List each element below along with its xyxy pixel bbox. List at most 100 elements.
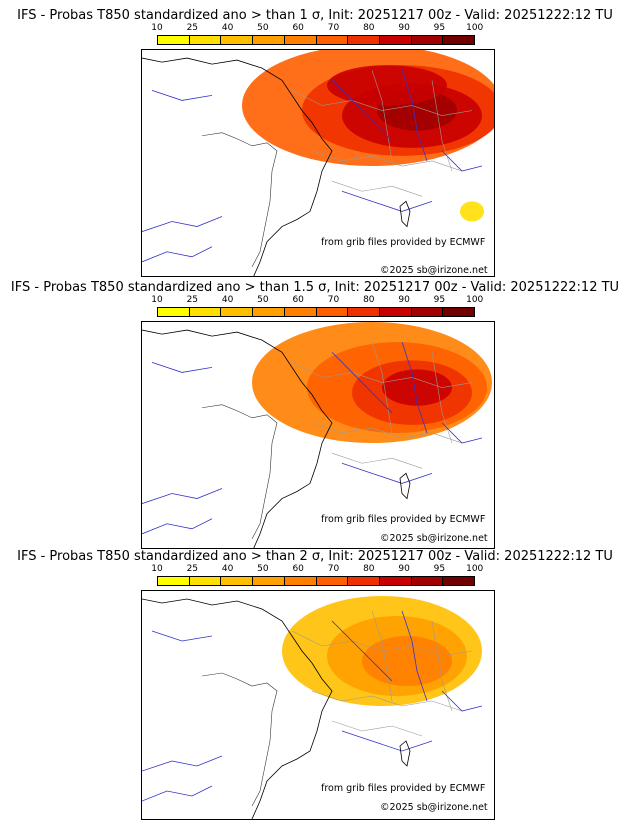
colorbar-segment [221,308,254,316]
colorbar-segment [411,36,444,44]
colorbar-segment [253,577,285,585]
colorbar-segment [443,577,475,585]
colorbar-segment [348,577,380,585]
region-border [291,90,473,116]
probability-map [141,590,495,820]
map-canvas [142,596,483,819]
colorbar [157,35,475,45]
colorbar-segment [189,577,222,585]
map-canvas [142,322,492,548]
colorbar-tick-label: 90 [398,295,410,305]
colorbar-tick-label: 60 [292,564,304,574]
colorbar-segment [221,36,254,44]
colorbar-segment [284,577,317,585]
colorbar-tick-label: 90 [398,23,410,33]
colorbar-segment [316,36,349,44]
river-line [331,351,393,414]
colorbar-segment [348,308,380,316]
river-line [142,755,223,772]
colorbar-tick-label: 95 [433,23,446,33]
region-border [291,362,473,388]
colorbar-segment [253,308,285,316]
river-line [341,730,433,752]
river-line [331,620,393,682]
river-line [151,89,213,101]
colorbar-segment [443,36,475,44]
region-border [291,630,473,657]
region-border [331,720,423,737]
colorbar-segment [379,308,412,316]
colorbar-segment [158,308,190,316]
copyright: ©2025 sb@irizone.net [380,533,488,544]
colorbar-tick-label: 50 [257,564,269,574]
colorbar-tick-label: 60 [292,295,304,305]
colorbar-tick-label: 10 [151,564,163,574]
coastline [201,404,278,540]
region-border [311,690,463,712]
river-line [151,361,213,373]
coastline [201,672,278,807]
corsica-island [399,200,411,228]
region-border [311,422,463,444]
panel-title: IFS - Probas T850 standardized ano > tha… [10,280,620,295]
colorbar-tick-label: 80 [363,564,375,574]
colorbar-segment [443,308,475,316]
coastline [142,598,333,819]
colorbar-segment [158,36,190,44]
colorbar-tick-label: 90 [398,564,410,574]
copyright: ©2025 sb@irizone.net [380,802,488,813]
river-line [331,79,393,142]
colorbar-tick-label: 25 [186,295,199,305]
colorbar-segment [189,308,222,316]
colorbar-segment [411,577,444,585]
probability-map [141,49,495,277]
river-line [151,630,213,642]
river-line [441,690,483,712]
probability-contour [460,201,484,222]
panel-2: IFS - Probas T850 standardized ano > tha… [0,272,630,549]
colorbar-segment [253,36,285,44]
colorbar-tick-label: 40 [221,295,234,305]
colorbar-tick-label: 70 [327,23,340,33]
probability-contour [382,369,452,406]
region-border [371,70,393,162]
river-line [441,150,483,172]
source-credit: from grib files provided by ECMWF [321,237,486,248]
colorbar-tick-label: 50 [257,295,269,305]
colorbar-tick-label: 40 [221,23,234,33]
colorbar-segment [284,308,317,316]
colorbar-tick-label: 40 [221,564,234,574]
river-line [401,610,428,702]
river-line [441,422,483,444]
corsica-island [399,740,411,767]
colorbar-segment [316,577,349,585]
coastline [201,132,278,268]
colorbar [157,576,475,586]
river-line [142,785,213,802]
coastline [142,57,333,276]
colorbar-tick-label: 95 [433,295,446,305]
copyright: ©2025 sb@irizone.net [380,265,488,276]
colorbar-tick-label: 10 [151,295,163,305]
colorbar-segment [379,36,412,44]
colorbar-tick-label: 25 [186,564,199,574]
river-line [142,246,213,263]
colorbar [157,307,475,317]
river-line [142,488,223,504]
river-line [401,70,428,162]
colorbar-tick-label: 95 [433,564,446,574]
colorbar-tick-label: 70 [327,564,340,574]
source-credit: from grib files provided by ECMWF [321,783,486,794]
colorbar-tick-label: 100 [466,23,484,33]
map-canvas [142,50,494,276]
colorbar-tick-label: 25 [186,23,199,33]
region-border [371,610,393,702]
river-line [142,518,213,535]
region-border [311,150,463,172]
probability-contour [327,65,447,106]
colorbar-tick-label: 10 [151,23,163,33]
river-line [341,462,433,484]
river-line [341,190,433,212]
river-line [401,342,428,434]
region-border [371,342,393,434]
